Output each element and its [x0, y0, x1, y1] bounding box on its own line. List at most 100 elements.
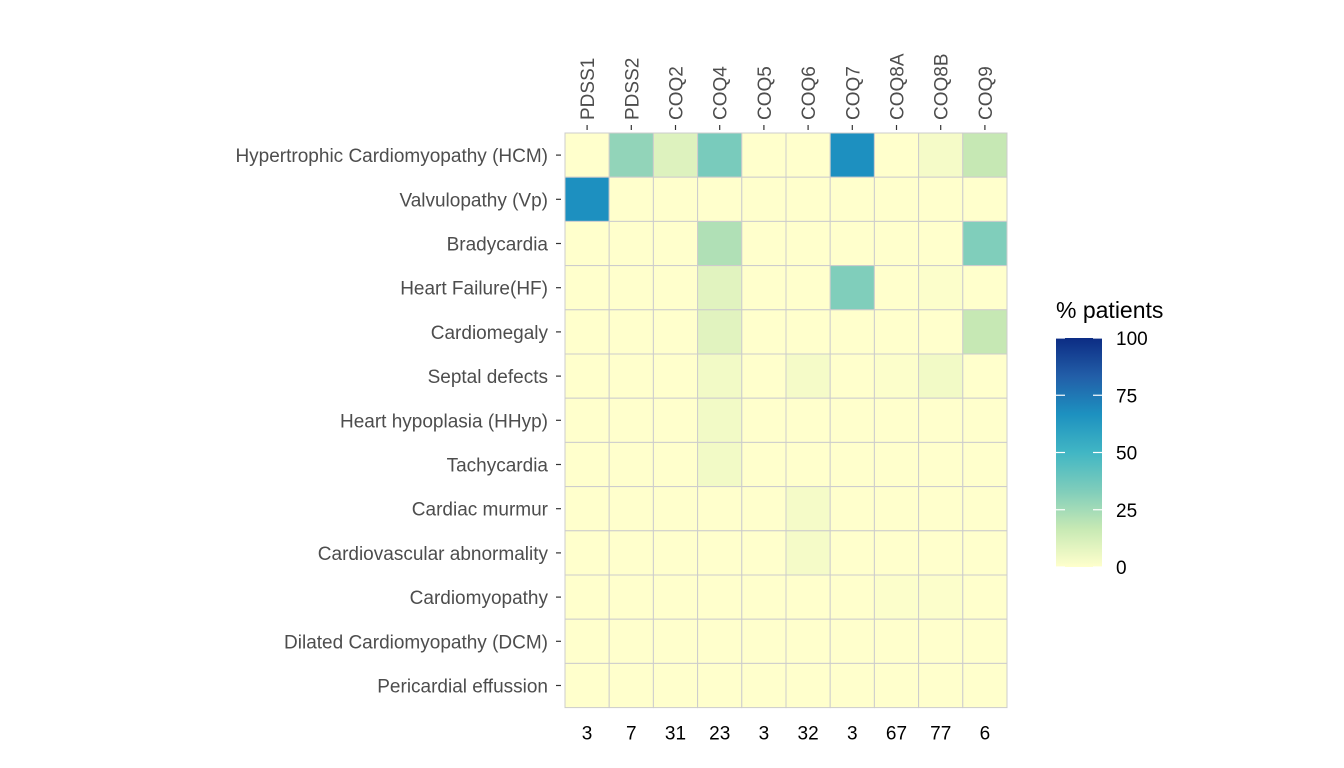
heatmap-cell [785, 176, 831, 222]
heatmap-cell [962, 662, 1008, 709]
heatmap-cell [829, 662, 875, 709]
row-label: Septal defects [428, 367, 548, 388]
column-count: 31 [665, 724, 686, 745]
heatmap-cell [873, 530, 920, 576]
heatmap-cell [829, 618, 875, 664]
heatmap-cell [652, 486, 699, 532]
heatmap-cell [741, 486, 787, 532]
heatmap-cell [697, 397, 743, 443]
heatmap-cell [564, 309, 610, 355]
legend-tick-label: 100 [1116, 329, 1148, 350]
heatmap-cell [741, 441, 787, 488]
heatmap-cell [741, 220, 787, 267]
heatmap-cell [652, 397, 699, 443]
legend-ticks: 0 25 50 75 100 [1056, 329, 1148, 579]
heatmap-cell [873, 220, 920, 267]
row-label: Hypertrophic Cardiomyopathy (HCM) [235, 146, 548, 167]
heatmap-cell [697, 220, 743, 267]
column-count: 67 [886, 724, 907, 745]
heatmap-cell [697, 618, 743, 664]
column-label: COQ7 [843, 66, 864, 120]
heatmap-cell [608, 353, 654, 399]
legend-tick-label: 50 [1116, 444, 1137, 465]
heatmap-cell [608, 176, 654, 222]
heatmap-cell [918, 220, 964, 267]
column-labels: PDSS1 PDSS2 COQ2 COQ4 COQ5 COQ6 COQ7 COQ8A COQ8B… [578, 53, 997, 130]
heatmap-cell [873, 309, 920, 355]
row-label: Heart Failure(HF) [400, 279, 548, 300]
heatmap-cell [564, 220, 610, 267]
heatmap-cell [873, 618, 920, 664]
heatmap-cell [785, 265, 831, 311]
heatmap-cell [918, 309, 964, 355]
heatmap-cell [829, 486, 875, 532]
legend-tick-label: 25 [1116, 501, 1137, 522]
heatmap-cell [652, 662, 699, 709]
heatmap-cells [564, 132, 1008, 709]
heatmap-cell [608, 574, 654, 620]
heatmap-cell [918, 441, 964, 488]
heatmap-cell [962, 176, 1008, 222]
row-label: Cardiomegaly [431, 323, 549, 344]
heatmap-cell [652, 176, 699, 222]
heatmap-cell [829, 132, 875, 178]
heatmap-cell [918, 397, 964, 443]
heatmap-cell [652, 574, 699, 620]
heatmap-cell [962, 486, 1008, 532]
heatmap-cell [564, 132, 610, 178]
heatmap-cell [962, 220, 1008, 267]
heatmap-cell [741, 132, 787, 178]
heatmap-cell [608, 309, 654, 355]
heatmap-cell [785, 353, 831, 399]
heatmap-cell [697, 353, 743, 399]
heatmap-cell [608, 265, 654, 311]
heatmap-cell [785, 530, 831, 576]
heatmap-cell [873, 662, 920, 709]
heatmap-cell [873, 132, 920, 178]
heatmap-cell [918, 530, 964, 576]
legend-title: % patients [1056, 297, 1163, 323]
column-count: 3 [847, 724, 858, 745]
heatmap-cell [785, 397, 831, 443]
heatmap-cell [564, 662, 610, 709]
column-count: 23 [709, 724, 730, 745]
heatmap-cell [785, 618, 831, 664]
heatmap-cell [962, 353, 1008, 399]
heatmap-cell [741, 176, 787, 222]
color-legend: % patients 0 25 50 75 100 [1056, 297, 1163, 579]
heatmap-cell [962, 441, 1008, 488]
heatmap-cell [697, 441, 743, 488]
heatmap-cell [829, 220, 875, 267]
heatmap-cell [829, 265, 875, 311]
heatmap-cell [608, 397, 654, 443]
column-count-labels: 3 7 31 23 3 32 3 67 77 6 [582, 724, 990, 745]
heatmap-cell [962, 530, 1008, 576]
heatmap-cell [918, 176, 964, 222]
heatmap-cell [741, 353, 787, 399]
heatmap-cell [564, 397, 610, 443]
column-label: PDSS2 [622, 58, 643, 120]
heatmap-cell [962, 574, 1008, 620]
heatmap-cell [829, 176, 875, 222]
heatmap-cell [785, 220, 831, 267]
column-label: COQ8A [888, 53, 909, 120]
heatmap-cell [741, 618, 787, 664]
column-label: PDSS1 [578, 58, 599, 120]
heatmap-cell [918, 265, 964, 311]
heatmap-cell [741, 662, 787, 709]
column-label: COQ6 [799, 66, 820, 120]
heatmap-cell [829, 397, 875, 443]
heatmap-cell [564, 441, 610, 488]
heatmap-cell [564, 265, 610, 311]
heatmap-cell [918, 574, 964, 620]
heatmap-cell [873, 353, 920, 399]
row-label: Bradycardia [447, 235, 549, 256]
heatmap-cell [829, 309, 875, 355]
heatmap-cell [564, 486, 610, 532]
row-label: Valvulopathy (Vp) [399, 190, 548, 211]
heatmap-cell [564, 574, 610, 620]
row-label: Cardiovascular abnormality [318, 544, 549, 565]
heatmap-cell [785, 309, 831, 355]
heatmap-cell [652, 132, 699, 178]
heatmap-cell [918, 353, 964, 399]
